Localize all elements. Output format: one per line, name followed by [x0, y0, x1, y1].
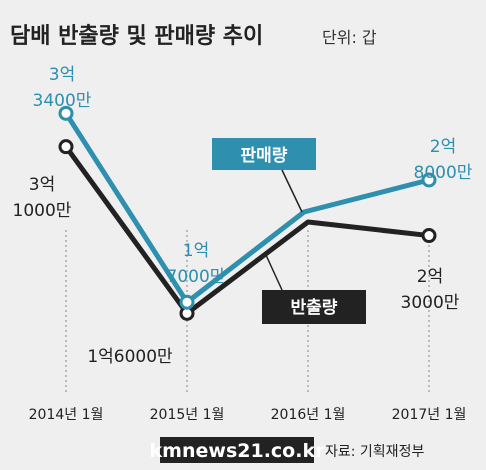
x-tick-label: 2014년 1월	[29, 407, 104, 423]
legend-shipment-pointer	[265, 254, 283, 291]
x-tick-label: 2017년 1월	[392, 407, 467, 423]
series-line-sales	[63, 111, 430, 305]
sales-value-label: 8000만	[414, 163, 473, 183]
footer-brand: kmnews21.co.kr	[150, 440, 326, 462]
shipment-point	[58, 139, 74, 155]
legend-sales-pointer	[281, 169, 303, 213]
footer-brand-bg	[160, 437, 314, 463]
sales-point	[179, 294, 195, 310]
sales-value-label: 3억	[49, 65, 75, 85]
shipment-point	[421, 228, 437, 244]
sales-point	[58, 105, 74, 121]
shipment-value-label: 3000만	[401, 293, 460, 313]
series-line-shipment	[63, 145, 430, 316]
sales-value-label: 3400만	[33, 91, 92, 111]
chart-title: 담배 반출량 및 판매량 추이	[10, 24, 263, 49]
sales-point	[421, 172, 437, 188]
legend-shipment-box	[262, 290, 366, 324]
x-tick-label: 2015년 1월	[150, 407, 225, 423]
sales-value-label: 1억	[183, 241, 209, 261]
sales-value-label: 2억	[430, 137, 456, 157]
legend-shipment-label: 반출량	[291, 298, 338, 318]
shipment-value-label: 2억	[417, 267, 443, 287]
shipment-value-label: 1억6000만	[87, 347, 173, 367]
chart-unit: 단위: 갑	[322, 28, 377, 47]
x-tick-label: 2016년 1월	[271, 407, 346, 423]
shipment-value-label: 1000만	[13, 201, 72, 221]
legend-sales-box	[212, 138, 316, 170]
footer-source: 자료: 기획재정부	[325, 444, 424, 460]
sales-value-label: 7000만	[167, 267, 226, 287]
shipment-value-label: 3억	[29, 175, 55, 195]
legend-sales-label: 판매량	[241, 146, 288, 166]
